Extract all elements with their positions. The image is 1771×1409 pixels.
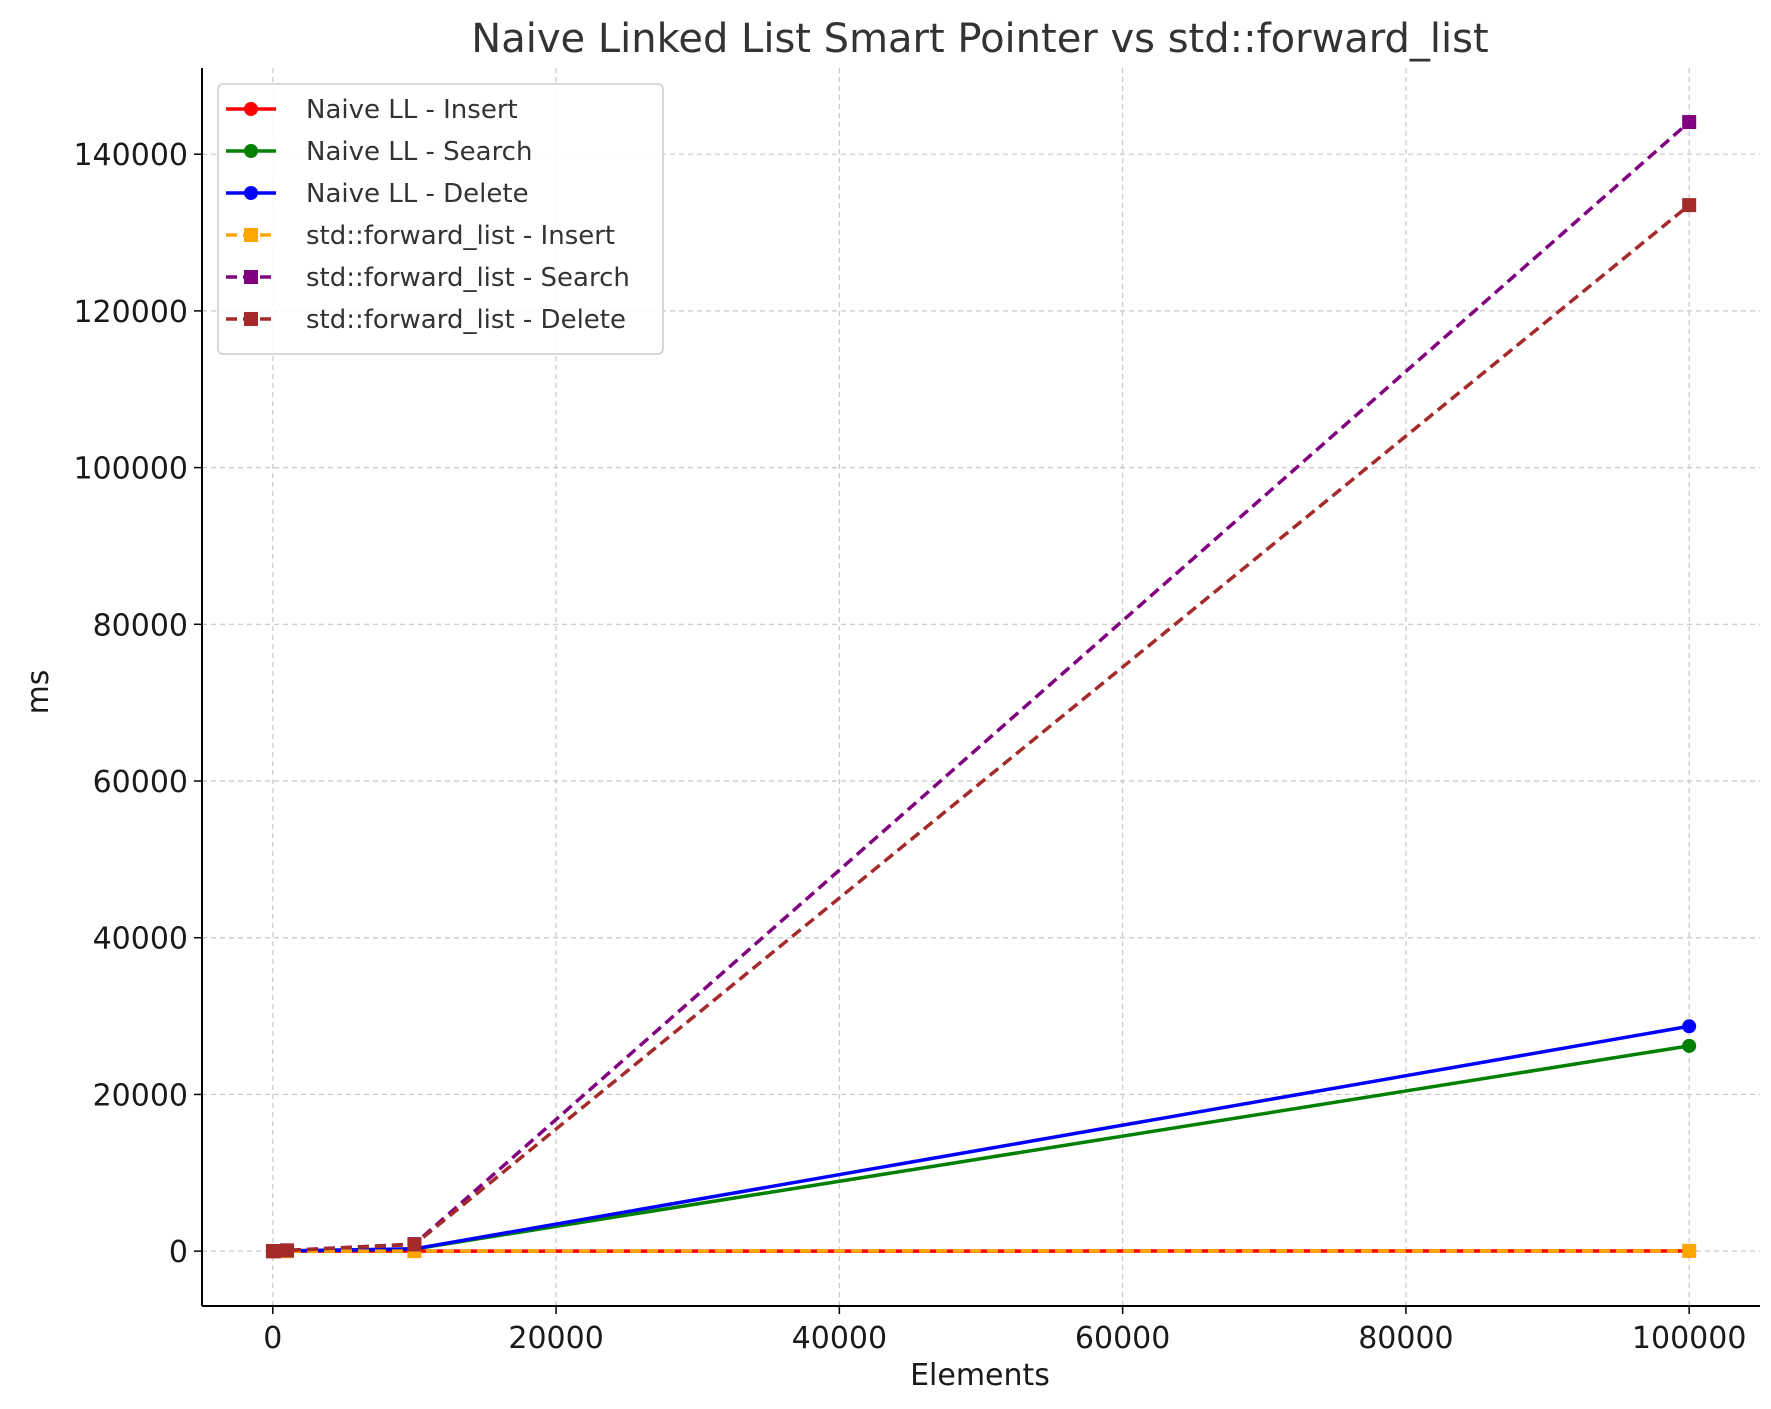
chart-title: Naive Linked List Smart Pointer vs std::… xyxy=(471,16,1488,62)
legend-item-4: std::forward_list - Search xyxy=(226,263,630,293)
x-tick-label-1: 20000 xyxy=(508,1321,603,1356)
legend-label-1: Naive LL - Search xyxy=(306,137,532,167)
point-5-1 xyxy=(267,1244,282,1259)
point-5-2 xyxy=(279,1243,294,1258)
legend-marker-1 xyxy=(244,144,258,158)
legend-marker-4 xyxy=(244,270,258,284)
legend-marker-3 xyxy=(244,228,258,242)
legend-item-1: Naive LL - Search xyxy=(226,137,532,167)
legend-label-3: std::forward_list - Insert xyxy=(306,221,615,251)
legend-marker-5 xyxy=(244,312,258,326)
y-tick-label-2: 40000 xyxy=(93,922,188,957)
point-5-3 xyxy=(407,1237,422,1252)
legend-item-0: Naive LL - Insert xyxy=(226,95,518,125)
legend-label-2: Naive LL - Delete xyxy=(306,179,529,209)
legend-marker-0 xyxy=(244,102,258,116)
x-tick-label-0: 0 xyxy=(263,1321,282,1356)
x-tick-label-4: 80000 xyxy=(1358,1321,1453,1356)
point-5-4 xyxy=(1682,198,1697,213)
x-axis-label: Elements xyxy=(910,1358,1050,1393)
legend-label-0: Naive LL - Insert xyxy=(306,95,518,125)
axes xyxy=(194,68,1760,1314)
y-tick-label-4: 80000 xyxy=(93,608,188,643)
tick-labels: 0 20000 40000 60000 80000 100000 0 20000 40000 60… xyxy=(73,138,1746,1356)
legend-item-3: std::forward_list - Insert xyxy=(226,221,615,251)
legend-box xyxy=(217,83,664,355)
point-2-4 xyxy=(1682,1019,1697,1034)
legend: Naive LL - Insert Naive LL - Search Naive … xyxy=(217,83,664,355)
legend-label-4: std::forward_list - Search xyxy=(306,263,630,293)
series-5 xyxy=(265,198,1697,1259)
legend-item-2: Naive LL - Delete xyxy=(226,179,529,209)
legend-item-5: std::forward_list - Delete xyxy=(226,305,626,335)
point-1-4 xyxy=(1682,1038,1697,1053)
y-tick-label-1: 20000 xyxy=(93,1078,188,1113)
point-4-4 xyxy=(1682,115,1697,130)
y-tick-label-6: 120000 xyxy=(73,295,188,330)
y-tick-label-0: 0 xyxy=(169,1235,188,1270)
y-tick-label-5: 100000 xyxy=(73,452,188,487)
point-3-4 xyxy=(1682,1243,1697,1258)
x-tick-label-2: 40000 xyxy=(792,1321,887,1356)
y-axis-label: ms xyxy=(21,670,56,715)
legend-marker-2 xyxy=(244,186,258,200)
x-tick-label-3: 60000 xyxy=(1075,1321,1170,1356)
y-tick-label-7: 140000 xyxy=(73,138,188,173)
y-tick-label-3: 60000 xyxy=(93,765,188,800)
x-tick-label-5: 100000 xyxy=(1632,1321,1747,1356)
series-layer xyxy=(265,115,1697,1259)
legend-label-5: std::forward_list - Delete xyxy=(306,305,626,335)
